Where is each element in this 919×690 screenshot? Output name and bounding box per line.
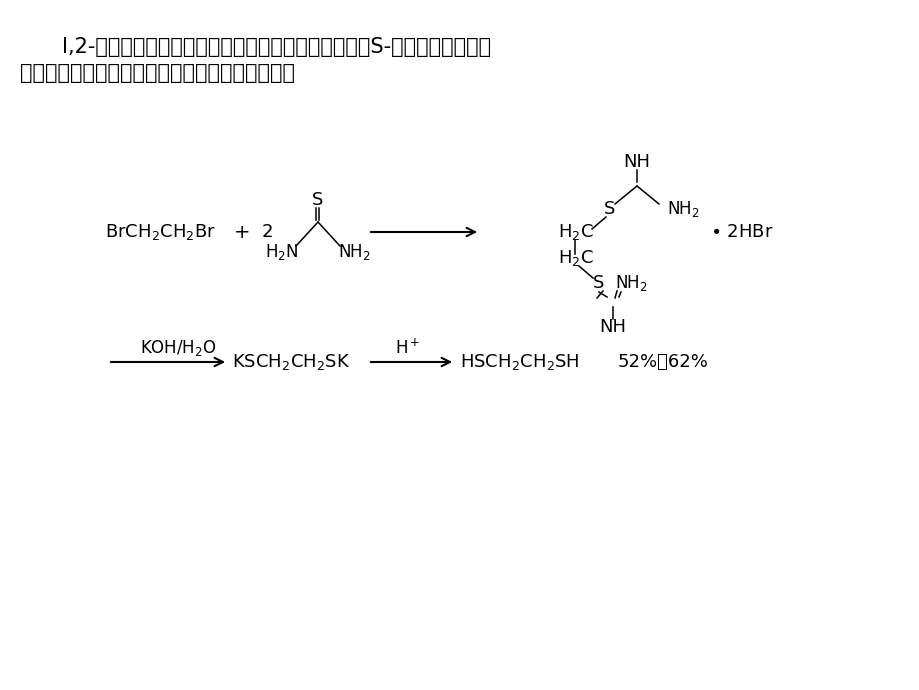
Text: $\bullet$ 2HBr: $\bullet$ 2HBr bbox=[709, 223, 773, 241]
Text: HSCH$_2$CH$_2$SH: HSCH$_2$CH$_2$SH bbox=[460, 352, 579, 372]
Text: S: S bbox=[593, 274, 604, 292]
Text: 2: 2 bbox=[262, 223, 273, 241]
Text: I,2-二渴乙烷滴人到热的硫脈乙醇溶液中，即迅速形成S-烷基异硫脈盐，再: I,2-二渴乙烷滴人到热的硫脈乙醇溶液中，即迅速形成S-烷基异硫脈盐，再 bbox=[62, 37, 491, 57]
Text: H$_2$C: H$_2$C bbox=[558, 222, 593, 242]
Text: NH: NH bbox=[623, 153, 650, 171]
Text: H$_2$N: H$_2$N bbox=[265, 242, 299, 262]
Text: S: S bbox=[604, 200, 615, 218]
Text: 52%～62%: 52%～62% bbox=[618, 353, 709, 371]
Text: H$_2$C: H$_2$C bbox=[558, 248, 593, 268]
Text: NH$_2$: NH$_2$ bbox=[337, 242, 370, 262]
Text: +: + bbox=[233, 222, 250, 242]
Text: BrCH$_2$CH$_2$Br: BrCH$_2$CH$_2$Br bbox=[105, 222, 216, 242]
Text: S: S bbox=[312, 191, 323, 209]
Text: H$^+$: H$^+$ bbox=[394, 338, 420, 357]
Text: KSCH$_2$CH$_2$SK: KSCH$_2$CH$_2$SK bbox=[232, 352, 350, 372]
Text: NH: NH bbox=[599, 318, 626, 336]
Text: 与氮氧化钒水溶液一起加热回流，即水解成硫醇。: 与氮氧化钒水溶液一起加热回流，即水解成硫醇。 bbox=[20, 63, 295, 83]
Text: NH$_2$: NH$_2$ bbox=[614, 273, 647, 293]
Text: KOH/H$_2$O: KOH/H$_2$O bbox=[140, 338, 216, 358]
Text: NH$_2$: NH$_2$ bbox=[666, 199, 699, 219]
